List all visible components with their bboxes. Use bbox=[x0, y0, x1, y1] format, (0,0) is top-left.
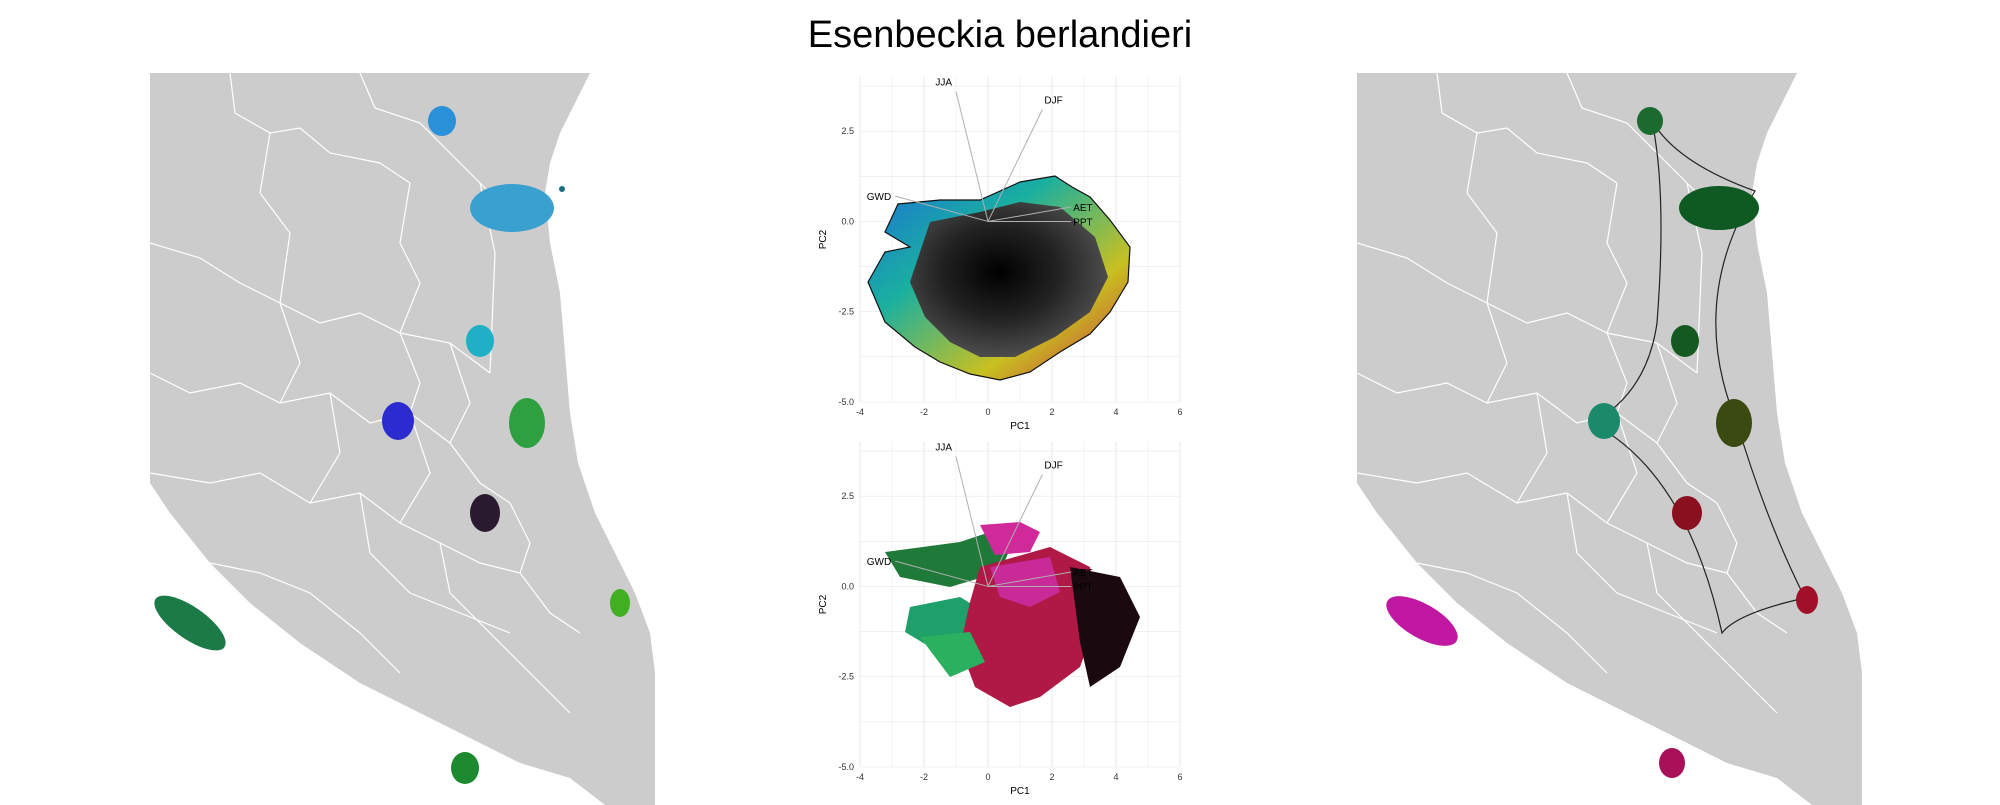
x-tick-label: -2 bbox=[920, 407, 928, 417]
occurrence-blobs bbox=[154, 106, 630, 784]
point-cloud-bottom bbox=[885, 522, 1140, 707]
vector-label: DJF bbox=[1044, 461, 1062, 472]
vector-label: DJF bbox=[1044, 96, 1062, 107]
vector-label: JJA bbox=[935, 77, 952, 88]
y-tick-label: 2.5 bbox=[841, 491, 854, 501]
loading-vector-jja bbox=[955, 456, 989, 587]
loading-vector-gwd bbox=[895, 560, 989, 587]
x-tick-label: 0 bbox=[985, 407, 990, 417]
x-tick-label: -2 bbox=[920, 772, 928, 782]
loading-vector-djf bbox=[987, 474, 1043, 587]
loading-vector-gwd bbox=[895, 195, 989, 222]
land-mass bbox=[1357, 73, 1862, 805]
x-tick-label: 2 bbox=[1049, 772, 1054, 782]
x-tick-label: -4 bbox=[856, 772, 864, 782]
y-tick-label: -2.5 bbox=[838, 672, 854, 682]
loading-vector-djf bbox=[987, 109, 1043, 222]
vector-label: PPT bbox=[1073, 217, 1092, 228]
vector-label: GWD bbox=[867, 192, 891, 203]
loading-vector-aet bbox=[987, 571, 1072, 587]
vector-label: AET bbox=[1073, 203, 1092, 214]
vector-label: AET bbox=[1073, 568, 1092, 579]
vector-label: JJA bbox=[935, 442, 952, 453]
y-tick-label: -5.0 bbox=[838, 762, 854, 772]
pca-panel-top: JJA DJF GWD AET PPT -4 -2 0 2 4 6 -5.0 -2.5 0.0 2.5 PC… bbox=[818, 77, 1183, 432]
x-tick-label: 4 bbox=[1113, 407, 1118, 417]
x-tick-label: -4 bbox=[856, 407, 864, 417]
connectivity-outline bbox=[1590, 120, 1806, 635]
map-left bbox=[150, 73, 655, 805]
map-right bbox=[1357, 73, 1862, 805]
x-tick-label: 0 bbox=[985, 772, 990, 782]
occurrence-blobs bbox=[1386, 107, 1818, 778]
x-tick-label: 6 bbox=[1177, 407, 1182, 417]
y-tick-label: -5.0 bbox=[838, 397, 854, 407]
point-cloud-top bbox=[868, 176, 1130, 380]
x-tick-label: 6 bbox=[1177, 772, 1182, 782]
pca-panel-bottom: JJA DJF GWD AET PPT -4 -2 0 2 4 6 -5.0 -2.5 0.0 2.5 PC… bbox=[818, 442, 1183, 797]
y-tick-label: -2.5 bbox=[838, 307, 854, 317]
loading-vector-jja bbox=[955, 91, 989, 222]
y-axis-label: PC2 bbox=[818, 229, 829, 249]
x-axis-label: PC1 bbox=[1010, 421, 1030, 432]
vector-label: GWD bbox=[867, 557, 891, 568]
x-tick-label: 4 bbox=[1113, 772, 1118, 782]
y-tick-label: 0.0 bbox=[841, 581, 854, 591]
state-borders bbox=[1357, 73, 1788, 714]
x-axis-label: PC1 bbox=[1010, 786, 1030, 797]
y-tick-label: 0.0 bbox=[841, 216, 854, 226]
x-tick-label: 2 bbox=[1049, 407, 1054, 417]
y-axis-label: PC2 bbox=[818, 594, 829, 614]
chart-title: Esenbeckia berlandieri bbox=[807, 14, 1193, 56]
y-tick-label: 2.5 bbox=[841, 126, 854, 136]
vector-label: PPT bbox=[1073, 582, 1092, 593]
loading-vector-aet bbox=[987, 206, 1072, 222]
